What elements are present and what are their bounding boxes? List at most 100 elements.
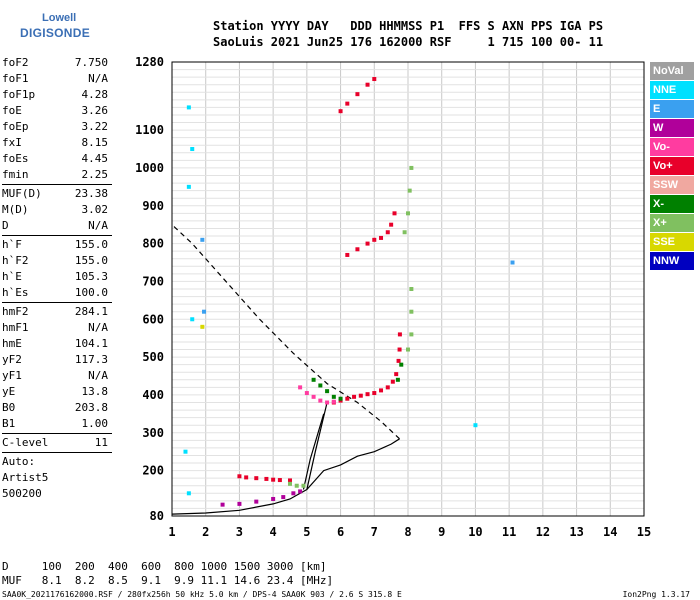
trace-point xyxy=(244,475,249,480)
trace-point xyxy=(407,188,412,193)
trace-point xyxy=(301,483,306,488)
param-value: 23.38 xyxy=(74,187,108,200)
trace-point xyxy=(318,383,323,388)
trace-point xyxy=(355,247,360,252)
trace-point xyxy=(372,391,377,396)
trace-point xyxy=(298,385,303,390)
trace-point xyxy=(200,237,205,242)
header-line2: SaoLuis 2021 Jun25 176 162000 RSF 1 715 … xyxy=(213,35,604,49)
y-tick-label: 500 xyxy=(142,350,164,364)
profile-curve-dashed xyxy=(171,224,400,440)
trace-point xyxy=(190,317,195,322)
param-value: 203.8 xyxy=(74,401,108,414)
param-key: foEp xyxy=(2,120,29,133)
param-value: 4.28 xyxy=(81,88,109,101)
x-tick-label: 13 xyxy=(569,525,583,539)
legend-item: Vo- xyxy=(650,138,694,156)
param-value: 155.0 xyxy=(74,238,108,251)
param-value: 1.00 xyxy=(81,417,109,430)
param-value: 104.1 xyxy=(74,337,108,350)
param-key: foF1 xyxy=(2,72,29,85)
param-value: N/A xyxy=(88,219,108,232)
trace-point xyxy=(397,332,402,337)
param-value: 284.1 xyxy=(74,305,108,318)
x-tick-label: 14 xyxy=(603,525,617,539)
param-row: h`F 155.0 xyxy=(2,237,112,253)
x-tick-label: 15 xyxy=(637,525,651,539)
param-row: yE 13.8 xyxy=(2,384,112,400)
trace-point xyxy=(345,101,350,106)
param-row: hmF1 N/A xyxy=(2,320,112,336)
x-tick-label: 6 xyxy=(337,525,344,539)
trace-point xyxy=(379,388,384,393)
param-key: MUF(D) xyxy=(2,187,42,200)
trace-point xyxy=(372,237,377,242)
trace-point xyxy=(281,495,286,500)
trace-point xyxy=(220,502,225,507)
legend-item: NNE xyxy=(650,81,694,99)
trace-point xyxy=(345,252,350,257)
x-tick-label: 9 xyxy=(438,525,445,539)
trace-point xyxy=(183,449,188,454)
param-key: C-level xyxy=(2,436,49,449)
param-key: foF2 xyxy=(2,56,29,69)
trace-point xyxy=(389,222,394,227)
legend-item: Vo+ xyxy=(650,157,694,175)
profile-line xyxy=(302,413,325,490)
param-value: N/A xyxy=(88,369,108,382)
file-info: SAA0K_2021176162000.RSF / 280fx256h 50 k… xyxy=(2,590,402,599)
param-key: yE xyxy=(2,385,16,398)
y-tick-label: 800 xyxy=(142,237,164,251)
param-key: foF1p xyxy=(2,88,36,101)
station-header: Station YYYY DAY DDD HHMMSS P1 FFS S AXN… xyxy=(213,18,603,50)
y-tick-label: 300 xyxy=(142,426,164,440)
trace-point xyxy=(365,82,370,87)
trace-point xyxy=(190,147,195,152)
param-row: yF2 117.3 xyxy=(2,352,112,368)
trace-point xyxy=(355,92,360,97)
param-row: D N/A xyxy=(2,218,112,234)
trace-point xyxy=(254,499,259,504)
param-row: fmin 2.25 xyxy=(2,167,112,183)
param-key: fmin xyxy=(2,168,29,181)
legend-item: W xyxy=(650,119,694,137)
trace-point xyxy=(291,491,296,496)
profile-curve-solid xyxy=(171,438,400,515)
param-separator xyxy=(2,184,112,185)
trace-point xyxy=(318,398,323,403)
param-key: D xyxy=(2,219,9,232)
trace-point xyxy=(396,358,401,363)
param-key: h`F2 xyxy=(2,254,29,267)
param-value: 3.22 xyxy=(81,120,109,133)
trace-point xyxy=(365,241,370,246)
param-key: h`Es xyxy=(2,286,29,299)
legend-item: NNW xyxy=(650,252,694,270)
x-tick-label: 10 xyxy=(468,525,482,539)
trace-point xyxy=(473,423,478,428)
plot-frame xyxy=(171,61,645,517)
param-value: 155.0 xyxy=(74,254,108,267)
profile-line xyxy=(306,402,328,490)
trace-point xyxy=(186,105,191,110)
y-tick-label: 400 xyxy=(142,388,164,402)
trace-point xyxy=(331,399,336,404)
legend-item: E xyxy=(650,100,694,118)
trace-point xyxy=(186,184,191,189)
y-tick-label: 1100 xyxy=(135,123,164,137)
trace-point xyxy=(385,230,390,235)
x-tick-label: 5 xyxy=(303,525,310,539)
y-tick-label: 900 xyxy=(142,199,164,213)
trace-point xyxy=(406,211,410,216)
y-tick-label: 200 xyxy=(142,464,164,478)
param-key: hmF2 xyxy=(2,305,29,318)
logo-line2: DIGISONDE xyxy=(20,26,91,40)
trace-point xyxy=(304,391,309,396)
legend-item: SSE xyxy=(650,233,694,251)
trace-point xyxy=(311,394,316,399)
trace-point xyxy=(186,491,191,496)
lowell-digisonde-logo: Lowell DIGISONDE xyxy=(6,10,90,40)
trace-point xyxy=(510,260,515,265)
param-row: foEs 4.45 xyxy=(2,151,112,167)
param-value: N/A xyxy=(88,321,108,334)
